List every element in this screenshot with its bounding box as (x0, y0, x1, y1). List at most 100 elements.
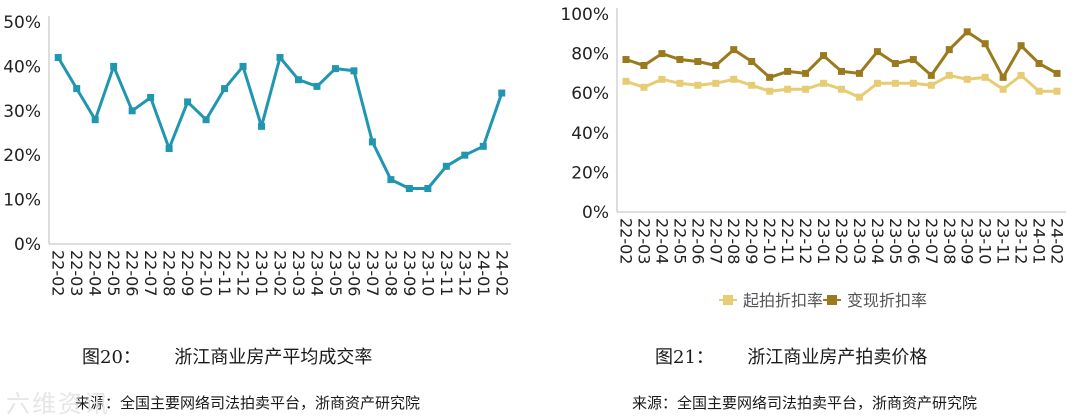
series-1-point (1053, 87, 1061, 95)
series-1-point (622, 77, 630, 85)
x-tick-label: 23-01 (252, 250, 271, 297)
y-tick-label: 40% (571, 124, 609, 144)
x-tick-label: 22-11 (778, 218, 797, 265)
x-tick-label: 22-10 (197, 250, 216, 297)
series-1-point (748, 81, 756, 89)
series-2-point (963, 28, 971, 36)
series-1-point (712, 79, 720, 87)
series-2-point (838, 67, 845, 75)
x-tick-label: 22-07 (141, 250, 160, 297)
y-tick-label: 0% (582, 203, 609, 223)
series-2-point (927, 71, 935, 79)
x-tick-label: 22-11 (215, 250, 234, 297)
series-2-point (658, 50, 666, 58)
x-tick-label: 22-08 (160, 250, 179, 297)
series-1-point (313, 82, 321, 90)
y-tick-label: 80% (571, 45, 609, 65)
series-1-point (73, 85, 81, 93)
series-1-point (110, 62, 118, 70)
x-tick-label: 23-06 (904, 218, 923, 265)
x-tick-label: 23-11 (437, 250, 456, 297)
series-2-point (802, 69, 810, 77)
x-tick-label: 23-08 (940, 218, 959, 265)
x-tick-label: 23-09 (400, 250, 419, 297)
series-2-point (730, 46, 738, 54)
chart-average-deal-rate: 0%10%20%30%40%50%22-02 22-03 22-04 22-05 22-… (3, 13, 511, 297)
series-1-point (239, 62, 247, 70)
series-1-point (294, 76, 302, 84)
figure-caption-20: 图20： 浙江商业房产平均成交率 (82, 343, 372, 369)
series-1-point (258, 122, 266, 130)
x-tick-label: 23-04 (868, 218, 887, 265)
x-tick-label: 24-02 (492, 250, 511, 297)
series-1-point (999, 85, 1007, 93)
x-tick-label: 22-02 (616, 218, 635, 265)
series-1-point (891, 79, 899, 87)
x-tick-label: 24-01 (474, 250, 493, 297)
y-tick-label: 20% (3, 146, 41, 166)
x-tick-label: 24-02 (1048, 218, 1067, 265)
series-1-point (694, 81, 702, 89)
x-tick-label: 24-01 (1030, 218, 1049, 265)
x-tick-label: 22-03 (67, 250, 86, 297)
series-1-point (424, 185, 432, 192)
x-tick-label: 23-03 (289, 250, 308, 297)
series-1-point (147, 93, 155, 101)
series-1-point (54, 54, 62, 62)
series-1-point (838, 85, 845, 93)
x-tick-label: 23-01 (814, 218, 833, 265)
y-tick-label: 40% (3, 57, 41, 77)
series-2-point (1017, 42, 1025, 50)
series-2-point (1035, 60, 1043, 67)
x-tick-label: 23-11 (994, 218, 1013, 265)
series-1-point (368, 138, 376, 146)
series-2-point (676, 56, 684, 64)
series-1-point (802, 85, 810, 93)
series-1-point (331, 65, 339, 73)
series-2-point (891, 60, 899, 67)
series-1-point (276, 54, 284, 62)
x-tick-label: 23-05 (326, 250, 345, 297)
y-tick-label: 20% (571, 163, 609, 183)
series-2-point (712, 61, 720, 69)
series-2-point (855, 69, 863, 77)
series-1-point (873, 79, 881, 87)
series-1-point (1035, 87, 1043, 95)
series-1-point (676, 79, 684, 87)
figure-title: 浙江商业房产拍卖价格 (747, 347, 928, 368)
x-tick-label: 22-12 (234, 250, 253, 297)
watermark-logo: 六维资讯 (6, 384, 110, 419)
x-tick-label: 22-05 (104, 250, 123, 297)
x-tick-label: 22-06 (688, 218, 707, 265)
figure-label: 图21： (655, 347, 714, 368)
series-1-point (658, 75, 666, 83)
x-tick-label: 23-04 (307, 250, 326, 297)
source-note-right: 来源：全国主要网络司法拍卖平台，浙商资产研究院 (632, 394, 978, 412)
series-1-point (221, 85, 229, 93)
x-tick-label: 22-09 (178, 250, 197, 297)
legend-label-1: 起拍折扣率 (743, 291, 823, 310)
x-tick-label: 22-06 (123, 250, 142, 297)
series-1-point (766, 87, 774, 95)
series-1-point (784, 85, 792, 93)
series-1-point (855, 93, 863, 101)
x-tick-label: 23-06 (344, 250, 363, 297)
x-tick-label: 22-04 (652, 218, 671, 265)
x-tick-label: 23-02 (832, 218, 851, 265)
series-1-point (202, 116, 210, 124)
series-1-point (405, 185, 413, 192)
series-2-point (999, 73, 1007, 81)
x-tick-label: 23-09 (958, 218, 977, 265)
x-tick-label: 22-05 (670, 218, 689, 265)
series-2-point (766, 73, 774, 81)
series-2-point (694, 58, 702, 66)
y-tick-label: 30% (3, 102, 41, 122)
x-tick-label: 23-08 (381, 250, 400, 297)
series-1-point (387, 176, 395, 184)
series-2-point (945, 46, 953, 54)
x-tick-label: 23-12 (455, 250, 474, 297)
series-1-point (128, 107, 136, 115)
series-1-point (640, 83, 648, 91)
series-1-point (91, 116, 99, 124)
